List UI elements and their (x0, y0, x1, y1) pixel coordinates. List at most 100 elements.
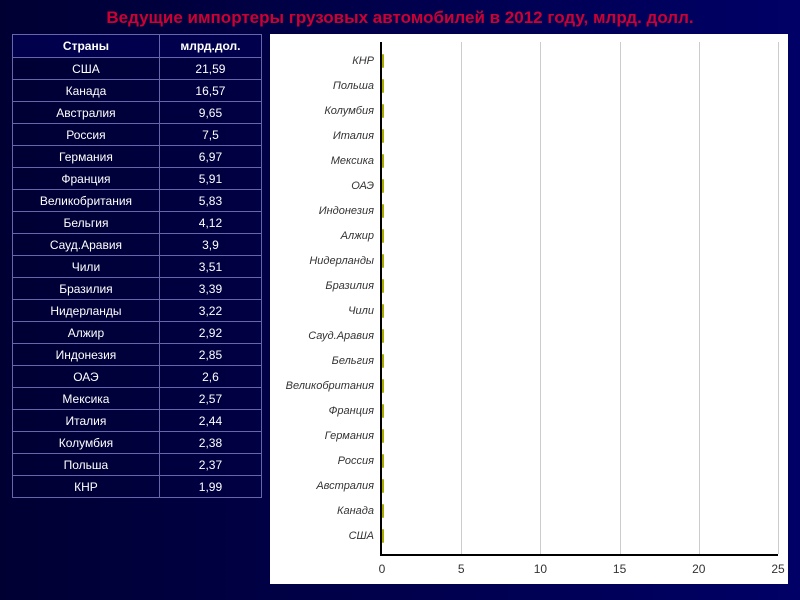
bar-row: Сауд.Аравия (382, 329, 384, 343)
table-row: Канада16,57 (13, 80, 262, 102)
data-table-wrap: Страны млрд.дол. США21,59Канада16,57Авст… (12, 34, 262, 584)
bar (382, 104, 384, 118)
bar-label: Нидерланды (274, 255, 374, 267)
content-area: Страны млрд.дол. США21,59Канада16,57Авст… (12, 34, 788, 584)
cell-country: Колумбия (13, 432, 160, 454)
bar-label: Австралия (274, 480, 374, 492)
cell-country: Италия (13, 410, 160, 432)
x-tick-label: 15 (613, 562, 626, 576)
table-row: Сауд.Аравия3,9 (13, 234, 262, 256)
bar-row: Германия (382, 429, 384, 443)
cell-country: Алжир (13, 322, 160, 344)
cell-value: 2,92 (159, 322, 261, 344)
bar-label: Колумбия (274, 105, 374, 117)
data-table: Страны млрд.дол. США21,59Канада16,57Авст… (12, 34, 262, 498)
table-row: Австралия9,65 (13, 102, 262, 124)
bar-row: Россия (382, 454, 384, 468)
bar (382, 154, 384, 168)
bar-row: Польша (382, 79, 384, 93)
bar (382, 504, 384, 518)
bar-label: КНР (274, 55, 374, 67)
col-header-country: Страны (13, 35, 160, 58)
cell-country: Австралия (13, 102, 160, 124)
cell-value: 3,9 (159, 234, 261, 256)
bar (382, 379, 384, 393)
table-row: Бельгия4,12 (13, 212, 262, 234)
bar-row: Индонезия (382, 204, 384, 218)
cell-country: Сауд.Аравия (13, 234, 160, 256)
table-row: Великобритания5,83 (13, 190, 262, 212)
bar (382, 354, 384, 368)
cell-country: Германия (13, 146, 160, 168)
cell-value: 5,91 (159, 168, 261, 190)
grid-line (620, 42, 621, 554)
bar-row: Алжир (382, 229, 384, 243)
table-row: Чили3,51 (13, 256, 262, 278)
cell-country: Россия (13, 124, 160, 146)
cell-value: 5,83 (159, 190, 261, 212)
bar (382, 404, 384, 418)
x-tick-label: 5 (458, 562, 465, 576)
cell-country: Польша (13, 454, 160, 476)
bar-row: Бразилия (382, 279, 384, 293)
table-row: Франция5,91 (13, 168, 262, 190)
bar-row: Мексика (382, 154, 384, 168)
slide-title: Ведущие импортеры грузовых автомобилей в… (12, 8, 788, 28)
x-tick-label: 20 (692, 562, 705, 576)
grid-line (461, 42, 462, 554)
cell-value: 3,39 (159, 278, 261, 300)
cell-value: 9,65 (159, 102, 261, 124)
cell-country: ОАЭ (13, 366, 160, 388)
bar (382, 54, 384, 68)
bar-label: Германия (274, 430, 374, 442)
bar-label: Индонезия (274, 205, 374, 217)
bar-label: Франция (274, 405, 374, 417)
table-row: Индонезия2,85 (13, 344, 262, 366)
bar (382, 304, 384, 318)
bar (382, 179, 384, 193)
table-row: Италия2,44 (13, 410, 262, 432)
bar-label: Алжир (274, 230, 374, 242)
cell-value: 1,99 (159, 476, 261, 498)
bar-row: Франция (382, 404, 384, 418)
bar (382, 204, 384, 218)
cell-value: 16,57 (159, 80, 261, 102)
bar-row: Великобритания (382, 379, 384, 393)
table-row: Нидерланды3,22 (13, 300, 262, 322)
bar (382, 279, 384, 293)
cell-country: Франция (13, 168, 160, 190)
cell-value: 2,57 (159, 388, 261, 410)
table-row: США21,59 (13, 58, 262, 80)
bar-chart: 0 5 10 15 20 25 КНР Польша Колумбия Италия Мексика… (270, 34, 788, 584)
bar (382, 429, 384, 443)
table-row: Германия6,97 (13, 146, 262, 168)
bar (382, 254, 384, 268)
cell-country: Чили (13, 256, 160, 278)
bar-row: Чили (382, 304, 384, 318)
bar (382, 329, 384, 343)
x-tick-label: 10 (534, 562, 547, 576)
cell-country: Канада (13, 80, 160, 102)
bar-label: Мексика (274, 155, 374, 167)
x-tick-label: 0 (379, 562, 386, 576)
bar (382, 529, 384, 543)
cell-value: 3,51 (159, 256, 261, 278)
table-row: КНР1,99 (13, 476, 262, 498)
table-row: Колумбия2,38 (13, 432, 262, 454)
bar-row: ОАЭ (382, 179, 384, 193)
cell-country: Бразилия (13, 278, 160, 300)
bar (382, 454, 384, 468)
bar-label: Италия (274, 130, 374, 142)
bar-label: Польша (274, 80, 374, 92)
bar-label: Россия (274, 455, 374, 467)
bar (382, 79, 384, 93)
grid-line (540, 42, 541, 554)
bar (382, 229, 384, 243)
bar-row: Канада (382, 504, 384, 518)
cell-value: 21,59 (159, 58, 261, 80)
bar (382, 479, 384, 493)
x-tick-label: 25 (771, 562, 784, 576)
bar-row: Бельгия (382, 354, 384, 368)
cell-value: 2,37 (159, 454, 261, 476)
bar-row: США (382, 529, 384, 543)
